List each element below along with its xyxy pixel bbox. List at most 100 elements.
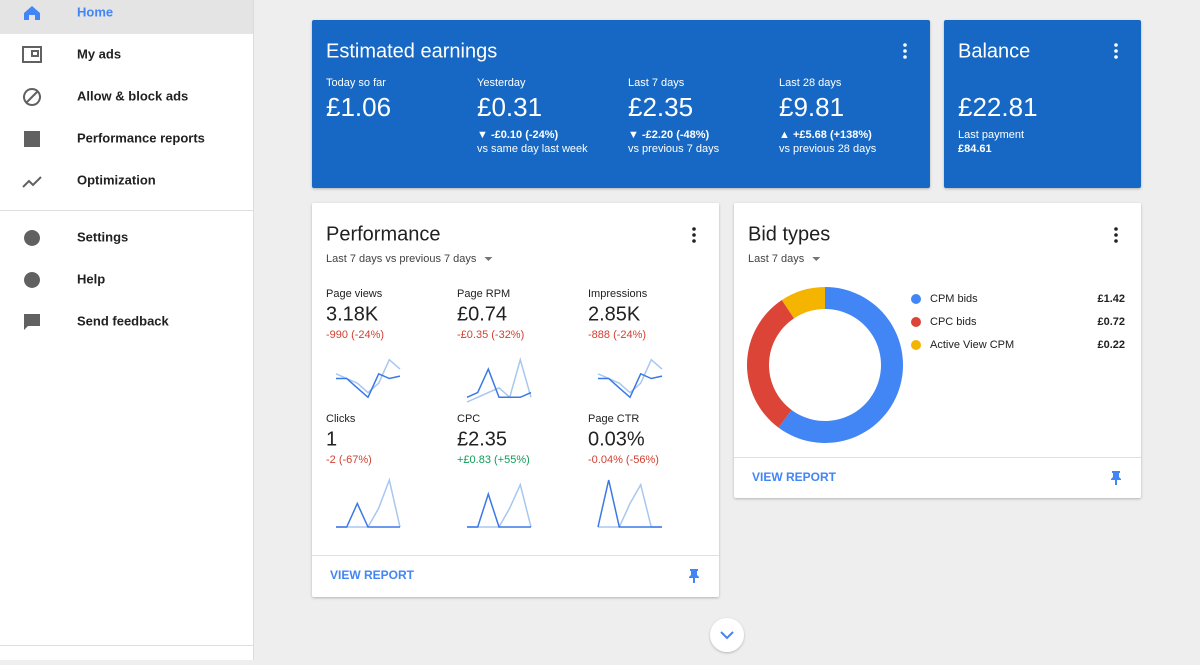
nav-item[interactable]: Allow & block ads: [77, 88, 188, 103]
nav-icon: [24, 230, 41, 246]
chevron-icon: [720, 631, 734, 640]
scroll-down[interactable]: [710, 618, 744, 652]
metric-label: Page CTR: [588, 413, 639, 425]
nav-item[interactable]: Send feedback: [77, 313, 170, 328]
period-compare: vs previous 28 days: [779, 143, 877, 155]
nav-icon: [22, 46, 42, 63]
sparkline-current: [336, 372, 401, 399]
menu-dot: [1114, 43, 1118, 47]
menu-dot: [692, 233, 696, 237]
menu-dot: [903, 55, 907, 59]
period-value: £9.81: [779, 92, 844, 122]
dropdown-caret: [484, 257, 493, 261]
metric-change: -2 (-67%): [326, 454, 372, 466]
pin-icon[interactable]: [689, 569, 699, 583]
menu-dot: [903, 43, 907, 47]
legend-swatch: [911, 340, 921, 350]
card-title: Balance: [958, 40, 1030, 62]
sparkline-current: [597, 479, 662, 528]
balance-card: [944, 20, 1141, 188]
period-change: ▼ -£0.10 (-24%): [477, 129, 559, 141]
earnings-card: [312, 20, 930, 188]
metric-change: -0.04% (-56%): [588, 454, 659, 466]
legend-label: CPC bids: [930, 316, 977, 328]
sparkline-current: [598, 372, 663, 399]
nav-item[interactable]: My ads: [77, 46, 121, 61]
nav-icon: [24, 314, 40, 330]
legend-swatch: [911, 317, 921, 327]
view-report[interactable]: VIEW REPORT: [752, 470, 837, 484]
nav-item[interactable]: Home: [77, 4, 113, 19]
nav-icon: [22, 176, 42, 188]
metric-value: 2.85K: [588, 303, 641, 325]
menu-dot: [1114, 227, 1118, 231]
metric-value: 0.03%: [588, 428, 645, 450]
period-change: ▼ -£2.20 (-48%): [628, 129, 710, 141]
period-label: Today so far: [326, 77, 386, 89]
period-value: £1.06: [326, 92, 391, 122]
menu-dot: [1114, 55, 1118, 59]
metric-change: -£0.35 (-32%): [457, 329, 524, 341]
menu-dot: [1114, 49, 1118, 53]
period-value: £0.31: [477, 92, 542, 122]
menu-dot: [692, 239, 696, 243]
metric-value: 3.18K: [326, 303, 379, 325]
sidebar: [0, 0, 253, 660]
metric-label: Page RPM: [457, 288, 510, 300]
legend-value: £1.42: [1097, 293, 1125, 305]
card: [312, 203, 719, 597]
last-payment-label: Last payment: [958, 129, 1024, 141]
nav-icon: [24, 272, 41, 289]
period-label: Last 7 days: [628, 77, 685, 89]
metric-value: £2.35: [457, 428, 507, 450]
dropdown-caret: [812, 257, 821, 261]
donut-segment: [747, 300, 795, 428]
menu-dot: [692, 227, 696, 231]
nav-icon: [24, 131, 40, 147]
nav-item[interactable]: Performance reports: [77, 130, 205, 145]
nav-active-bg: [0, 0, 253, 34]
nav-icon: [23, 88, 41, 106]
sparkline-previous: [466, 356, 532, 403]
period-compare: vs same day last week: [477, 143, 588, 155]
balance-value: £22.81: [958, 92, 1038, 122]
sparkline-current: [467, 491, 531, 528]
period-value: £2.35: [628, 92, 693, 122]
nav-item[interactable]: Optimization: [77, 172, 156, 187]
metric-label: Impressions: [588, 288, 648, 300]
sparkline-current: [466, 367, 532, 399]
menu-dot: [903, 49, 907, 53]
menu-dot: [1114, 233, 1118, 237]
range-selector[interactable]: Last 7 days vs previous 7 days: [326, 253, 477, 265]
nav-item[interactable]: Help: [77, 271, 105, 286]
pin-icon[interactable]: [1111, 471, 1121, 485]
donut-segment: [781, 287, 825, 319]
legend-value: £0.72: [1097, 316, 1125, 328]
view-report[interactable]: VIEW REPORT: [330, 568, 415, 582]
period-label: Yesterday: [477, 77, 526, 89]
metric-label: CPC: [457, 413, 480, 425]
card-title: Bid types: [748, 223, 830, 245]
nav-item[interactable]: Settings: [77, 229, 128, 244]
metric-value: £0.74: [457, 303, 507, 325]
legend-value: £0.22: [1097, 339, 1125, 351]
period-change: ▲ +£5.68 (+138%): [779, 129, 872, 141]
metric-change: +£0.83 (+55%): [457, 454, 530, 466]
metric-label: Page views: [326, 288, 383, 300]
card-title: Performance: [326, 223, 441, 245]
period-compare: vs previous 7 days: [628, 143, 720, 155]
legend-swatch: [911, 294, 921, 304]
metric-label: Clicks: [326, 413, 356, 425]
sparkline-current: [336, 501, 400, 528]
metric-change: -990 (-24%): [326, 329, 384, 341]
range-selector[interactable]: Last 7 days: [748, 253, 805, 265]
metric-change: -888 (-24%): [588, 329, 646, 341]
nav-icon: [24, 6, 40, 20]
legend-label: Active View CPM: [930, 339, 1014, 351]
period-label: Last 28 days: [779, 77, 842, 89]
legend-label: CPM bids: [930, 293, 978, 305]
metric-value: 1: [326, 428, 337, 450]
donut-segment: [778, 287, 903, 444]
